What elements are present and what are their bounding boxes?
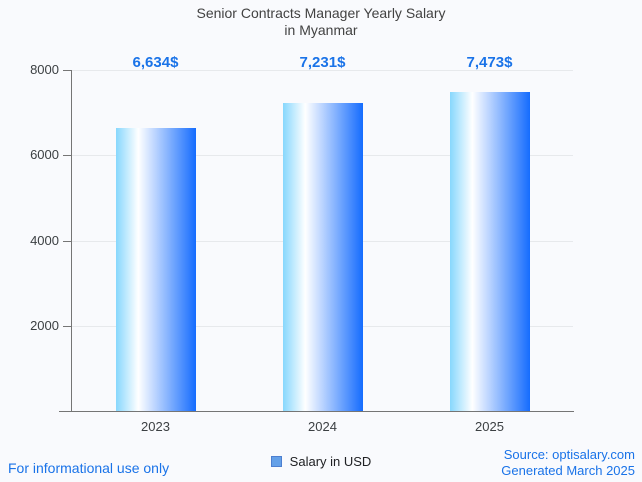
chart-title-line2: in Myanmar — [284, 22, 358, 38]
footer-disclaimer: For informational use only — [8, 460, 170, 476]
bar-2024[interactable] — [282, 103, 363, 411]
x-axis-label-2024: 2024 — [308, 419, 337, 434]
y-axis-line — [71, 70, 72, 411]
legend-swatch-icon — [270, 456, 282, 467]
y-axis-label: 4000 — [30, 233, 59, 248]
value-label-2023: 6,634$ — [132, 54, 179, 71]
y-axis-label: 8000 — [30, 62, 59, 77]
x-axis-label-2025: 2025 — [475, 419, 504, 434]
x-axis-label-2023: 2023 — [141, 419, 170, 434]
y-axis-tick — [63, 155, 72, 156]
y-axis-tick — [63, 241, 72, 242]
y-axis-tick — [63, 326, 72, 327]
y-axis-label: 2000 — [30, 318, 59, 333]
bar-2025[interactable] — [449, 92, 530, 411]
footer-credits: Source: optisalary.com Generated March 2… — [501, 447, 635, 479]
bar-2023[interactable] — [115, 128, 196, 411]
value-label-2025: 7,473$ — [466, 54, 513, 71]
value-label-2024: 7,231$ — [299, 54, 346, 71]
x-axis-line — [59, 411, 574, 412]
footer-source-link[interactable]: Source: optisalary.com — [503, 447, 635, 462]
footer-generated: Generated March 2025 — [501, 463, 635, 478]
legend-label: Salary in USD — [289, 454, 372, 469]
chart-title: Senior Contracts Manager Yearly Salary i… — [0, 5, 642, 39]
y-axis-label: 6000 — [30, 147, 59, 162]
gridline — [72, 70, 573, 71]
y-axis-tick — [63, 70, 72, 71]
legend: Salary in USD — [0, 454, 642, 469]
chart-title-line1: Senior Contracts Manager Yearly Salary — [196, 5, 446, 21]
